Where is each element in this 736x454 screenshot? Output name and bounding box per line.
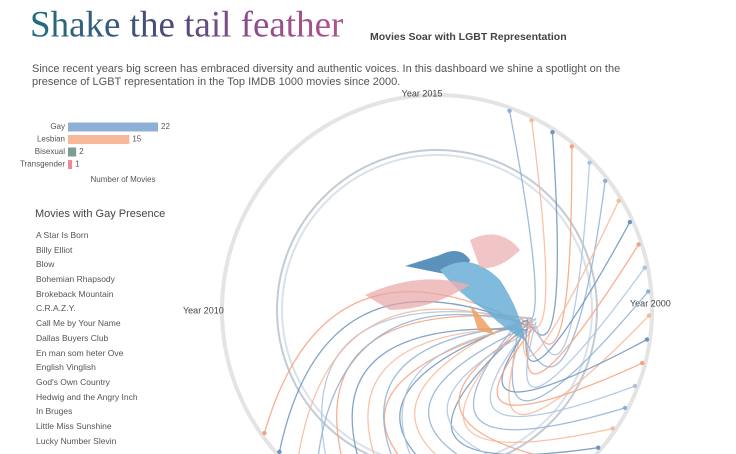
- bar: [68, 135, 130, 144]
- movie-curve: [321, 311, 537, 454]
- value-label: 15: [132, 135, 141, 144]
- movie-curve: [383, 321, 533, 454]
- bird: [365, 234, 525, 340]
- value-label: 1: [75, 160, 80, 169]
- movie-dot: [610, 426, 615, 431]
- movie-item: Little Miss Sunshine: [36, 420, 112, 431]
- x-axis-title: Number of Movies: [91, 175, 156, 184]
- movie-curve: [501, 327, 648, 393]
- movie-dot: [277, 449, 282, 454]
- movie-dot: [644, 337, 650, 342]
- radial-chart: Year 2015 Year 2010 Year 2000: [183, 88, 671, 454]
- movie-curve: [382, 325, 521, 454]
- subtitle: Movies Soar with LGBT Representation: [370, 31, 567, 43]
- movie-dot: [550, 130, 555, 135]
- movie-item: English Vinglish: [36, 362, 96, 373]
- movie-curve: [351, 328, 529, 454]
- movie-item: A Star Is Born: [36, 230, 89, 240]
- intro-text: Since recent years big screen has embrac…: [32, 63, 621, 88]
- year-label: Year 2015: [402, 88, 443, 98]
- movie-item: Brokeback Mountain: [36, 288, 114, 299]
- movie-curve: [489, 317, 636, 418]
- movie-dot: [569, 144, 575, 149]
- movie-item: Call Me by Your Name: [36, 318, 121, 329]
- category-label: Transgender: [20, 160, 65, 169]
- movie-dot: [646, 313, 652, 318]
- movie-item: Billy Elliot: [36, 244, 73, 255]
- title: Shake the tail feather: [30, 4, 343, 45]
- value-label: 22: [161, 122, 170, 131]
- movie-dot: [596, 445, 601, 450]
- movie-dot: [640, 360, 645, 366]
- movie-dot: [622, 405, 628, 411]
- bar: [68, 160, 73, 169]
- movie-curve: [526, 267, 646, 388]
- movie-curve: [535, 162, 591, 356]
- movie-curve: [317, 313, 521, 454]
- movie-curve: [527, 132, 559, 336]
- movie-dot: [602, 178, 608, 184]
- movie-dot: [587, 160, 592, 165]
- year-label: Year 2000: [630, 298, 671, 308]
- movie-dot: [645, 289, 651, 294]
- year-ring: [220, 93, 654, 454]
- movie-curve: [525, 221, 631, 362]
- movie-item: In Bruges: [36, 406, 73, 417]
- movie-curve: [414, 317, 525, 454]
- list-title: Movies with Gay Presence: [35, 208, 166, 220]
- movie-item: En man som heter Ove: [36, 347, 124, 358]
- movie-curve: [496, 329, 643, 406]
- movie-dot: [262, 430, 267, 436]
- movie-item: Bohemian Rhapsody: [36, 274, 115, 285]
- movie-item: Lucky Number Slevin: [36, 435, 117, 446]
- movie-item: Hedwig and the Angry Inch: [36, 391, 138, 402]
- category-label: Lesbian: [37, 135, 65, 144]
- movie-item: God's Own Country: [36, 376, 110, 387]
- category-label: Bisexual: [35, 147, 65, 156]
- movie-curve: [401, 323, 537, 454]
- category-label: Gay: [50, 122, 65, 131]
- movie-curve: [508, 110, 536, 323]
- movie-dot: [632, 383, 638, 389]
- movie-curve: [523, 120, 547, 329]
- bar: [68, 147, 77, 157]
- inner-ring: [276, 149, 598, 454]
- movie-list: A Star Is Born Billy Elliot Blow Bohemian R…: [36, 228, 138, 448]
- movie-item: C.R.A.Z.Y.: [36, 303, 76, 314]
- movie-curve: [519, 180, 606, 368]
- inner-ring: [281, 154, 593, 454]
- value-label: 2: [79, 147, 84, 156]
- movie-curve: [446, 327, 537, 454]
- movie-curve: [367, 327, 525, 454]
- movie-curve: [399, 319, 529, 454]
- movie-dot: [507, 108, 512, 113]
- movie-curve: [526, 244, 640, 375]
- movie-dot: [529, 118, 534, 123]
- movie-item: Dallas Buyers Club: [36, 332, 109, 343]
- movie-curve: [427, 329, 521, 454]
- year-label: Year 2010: [183, 305, 224, 315]
- movie-dot: [636, 242, 641, 247]
- movie-dot: [627, 219, 633, 225]
- movie-curve: [278, 300, 529, 452]
- movie-curve: [508, 315, 650, 416]
- movie-curve: [522, 200, 620, 358]
- movie-item: Blow: [36, 259, 55, 270]
- movie-dot: [616, 198, 621, 204]
- movie-dot: [642, 265, 647, 270]
- bar: [68, 122, 158, 132]
